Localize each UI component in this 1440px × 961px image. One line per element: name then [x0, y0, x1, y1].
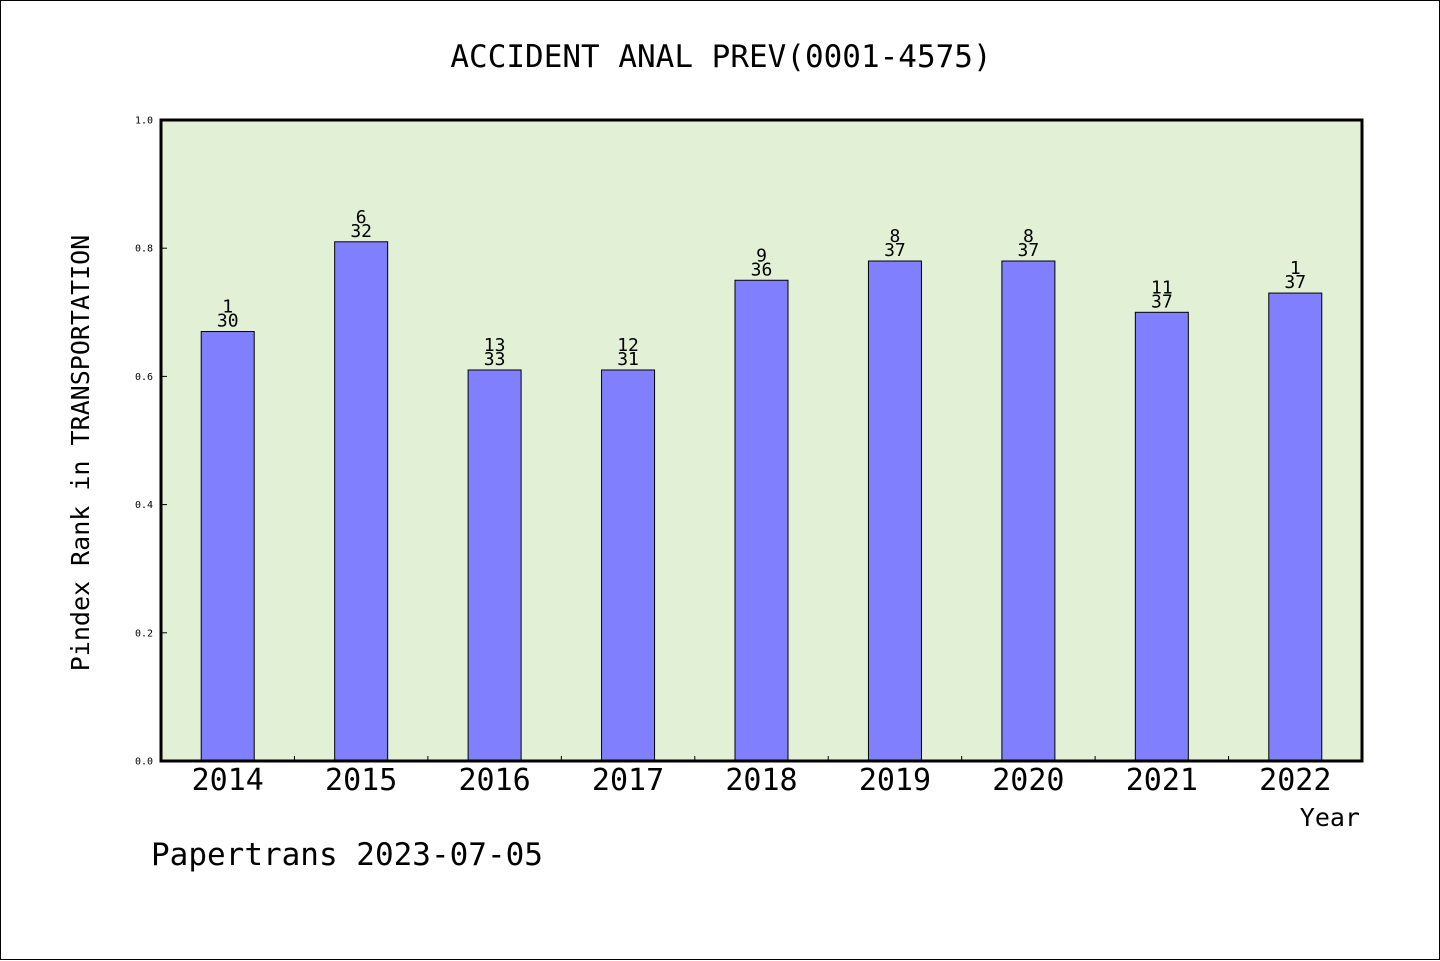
bar-rank-label: 9 [756, 245, 767, 266]
x-tick-label: 2017 [592, 763, 664, 798]
bar-rank-label: 1 [222, 297, 233, 318]
bar-total-label: 32 [350, 221, 372, 242]
y-tick-label: 0.2 [135, 628, 153, 639]
y-tick-label: 1.0 [135, 116, 153, 127]
bar-total-label: 30 [217, 311, 239, 332]
bar-total-label: 31 [617, 349, 639, 370]
bar-rank-label: 6 [356, 207, 367, 228]
y-tick-label: 0.6 [135, 372, 153, 383]
bar-total-label: 37 [1151, 291, 1173, 312]
bar-total-label: 37 [1018, 240, 1040, 261]
x-tick-label: 2018 [725, 763, 797, 798]
x-tick-label: 2021 [1126, 763, 1198, 798]
x-tick-label: 2022 [1259, 763, 1331, 798]
bar-rank-label: 13 [484, 335, 506, 356]
chart-title: ACCIDENT ANAL PREV(0001-4575) [450, 39, 991, 75]
bar-total-label: 33 [484, 349, 506, 370]
bar-rank-label: 12 [617, 335, 639, 356]
bars-group [200, 241, 1323, 762]
bar-2014 [200, 331, 255, 762]
bar-rank-label: 1 [1290, 258, 1301, 279]
bar-total-label: 36 [751, 259, 773, 280]
x-tick-label: 2015 [325, 763, 397, 798]
bar-rank-label: 11 [1151, 277, 1173, 298]
y-tick-label: 0.4 [135, 500, 153, 511]
bar-total-label: 37 [1284, 272, 1306, 293]
x-axis-label: Year [1300, 803, 1360, 832]
bar-2016 [467, 369, 522, 762]
bar-2022 [1268, 292, 1323, 762]
bar-2021 [1134, 311, 1189, 762]
bar-2015 [334, 241, 389, 762]
bar-total-label: 37 [884, 240, 906, 261]
x-tick-label: 2020 [992, 763, 1064, 798]
bar-2017 [601, 369, 656, 762]
y-tick-label: 0.0 [135, 757, 153, 768]
x-tick-label: 2016 [458, 763, 530, 798]
bar-2019 [867, 260, 922, 762]
bar-2018 [734, 279, 789, 762]
plot-border [159, 118, 1364, 763]
x-axis: 2014 2015 2016 2017 2018 2019 2020 2021 2022 [192, 756, 1331, 798]
bar-2020 [1001, 260, 1056, 762]
y-axis-label: Pindex Rank in TRANSPORTATION [66, 235, 95, 672]
y-tick-label: 0.8 [135, 244, 153, 255]
bar-rank-label: 8 [1023, 226, 1034, 247]
x-tick-label: 2019 [859, 763, 931, 798]
bar-rank-label: 8 [890, 226, 901, 247]
x-tick-label: 2014 [192, 763, 264, 798]
footer-credit: Papertrans 2023-07-05 [151, 837, 543, 873]
